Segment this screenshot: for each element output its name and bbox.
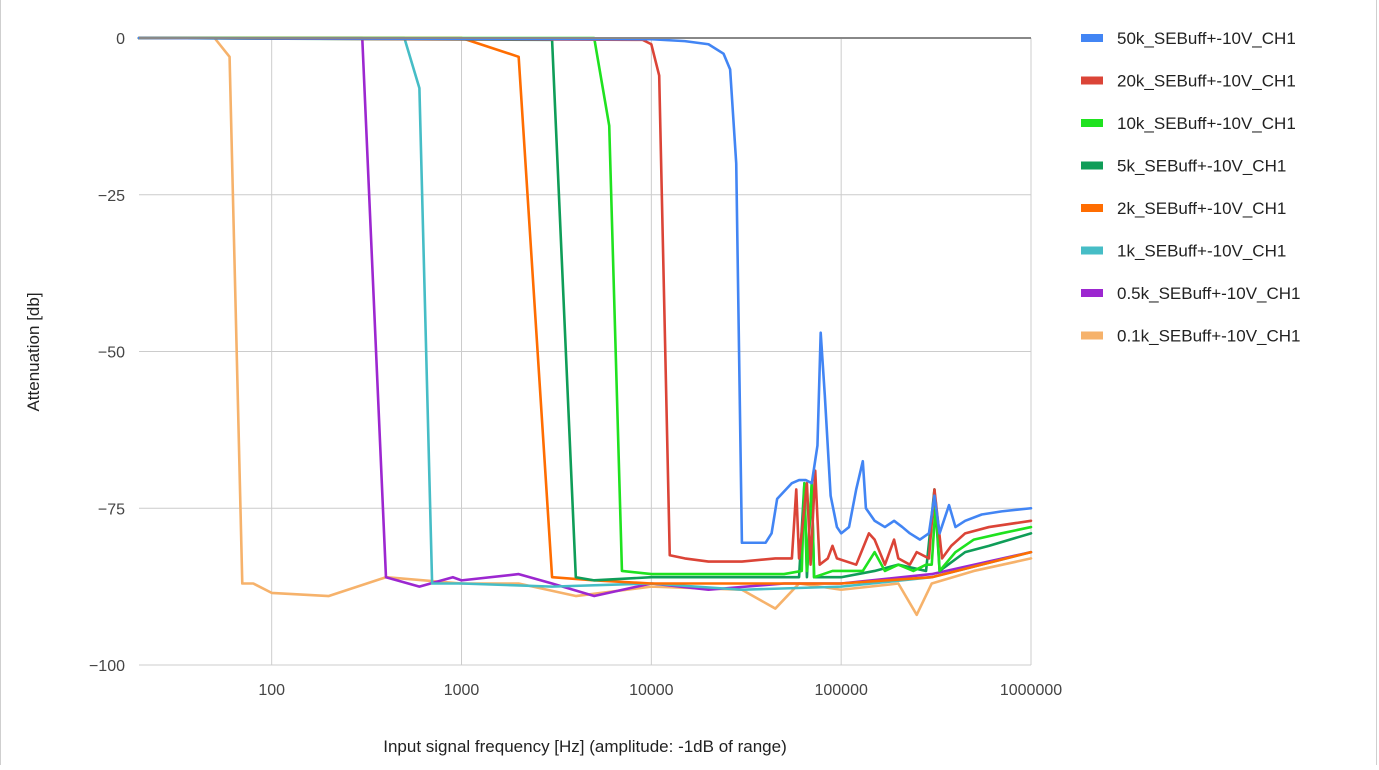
legend-item[interactable]: 5k_SEBuff+-10V_CH1 <box>1081 157 1286 176</box>
legend-label: 0.1k_SEBuff+-10V_CH1 <box>1117 327 1301 346</box>
y-axis-ticks: 0 −25 −50 −75 −100 <box>89 31 125 675</box>
legend-swatch <box>1081 76 1103 85</box>
series-line <box>137 36 1033 592</box>
x-axis-ticks: 100 1000 10000 100000 1000000 <box>258 682 1062 699</box>
legend-swatch <box>1081 331 1103 340</box>
y-axis-title: Attenuation [db] <box>24 292 43 411</box>
legend-label: 2k_SEBuff+-10V_CH1 <box>1117 199 1286 218</box>
series-line <box>137 36 1033 585</box>
series-line <box>137 36 1033 582</box>
legend-label: 50k_SEBuff+-10V_CH1 <box>1117 29 1296 48</box>
legend-label: 0.5k_SEBuff+-10V_CH1 <box>1117 284 1301 303</box>
legend-swatch <box>1081 119 1103 127</box>
y-tick-label: −100 <box>89 658 125 675</box>
x-tick-label: 100 <box>258 682 285 699</box>
series-line <box>137 36 1033 566</box>
legend-item[interactable]: 0.5k_SEBuff+-10V_CH1 <box>1081 284 1301 303</box>
legend-swatch <box>1081 246 1103 255</box>
legend-label: 20k_SEBuff+-10V_CH1 <box>1117 72 1296 91</box>
y-tick-label: −75 <box>98 501 125 518</box>
y-tick-label: −25 <box>98 188 125 205</box>
series-line <box>137 36 1033 598</box>
legend-swatch <box>1081 34 1103 42</box>
x-axis-title: Input signal frequency [Hz] (amplitude: … <box>383 737 787 756</box>
series-line <box>137 36 1033 617</box>
legend-item[interactable]: 50k_SEBuff+-10V_CH1 <box>1081 29 1296 48</box>
legend-label: 1k_SEBuff+-10V_CH1 <box>1117 242 1286 261</box>
legend: 50k_SEBuff+-10V_CH1 20k_SEBuff+-10V_CH1 10… <box>1081 29 1301 346</box>
legend-swatch <box>1081 204 1103 212</box>
series-line <box>137 36 1033 545</box>
legend-swatch <box>1081 161 1103 170</box>
legend-item[interactable]: 10k_SEBuff+-10V_CH1 <box>1081 114 1296 133</box>
y-tick-label: 0 <box>116 31 125 48</box>
legend-label: 5k_SEBuff+-10V_CH1 <box>1117 157 1286 176</box>
x-tick-label: 1000 <box>444 682 480 699</box>
legend-item[interactable]: 0.1k_SEBuff+-10V_CH1 <box>1081 327 1301 346</box>
x-tick-label: 10000 <box>629 682 674 699</box>
x-tick-label: 1000000 <box>1000 682 1062 699</box>
legend-label: 10k_SEBuff+-10V_CH1 <box>1117 114 1296 133</box>
legend-item[interactable]: 20k_SEBuff+-10V_CH1 <box>1081 72 1296 91</box>
x-tick-label: 100000 <box>814 682 867 699</box>
grid-lines <box>139 38 1032 666</box>
legend-item[interactable]: 1k_SEBuff+-10V_CH1 <box>1081 242 1286 261</box>
series-lines <box>137 36 1033 617</box>
series-line <box>137 36 1033 579</box>
legend-item[interactable]: 2k_SEBuff+-10V_CH1 <box>1081 199 1286 218</box>
y-tick-label: −50 <box>98 345 125 362</box>
legend-swatch <box>1081 289 1103 297</box>
